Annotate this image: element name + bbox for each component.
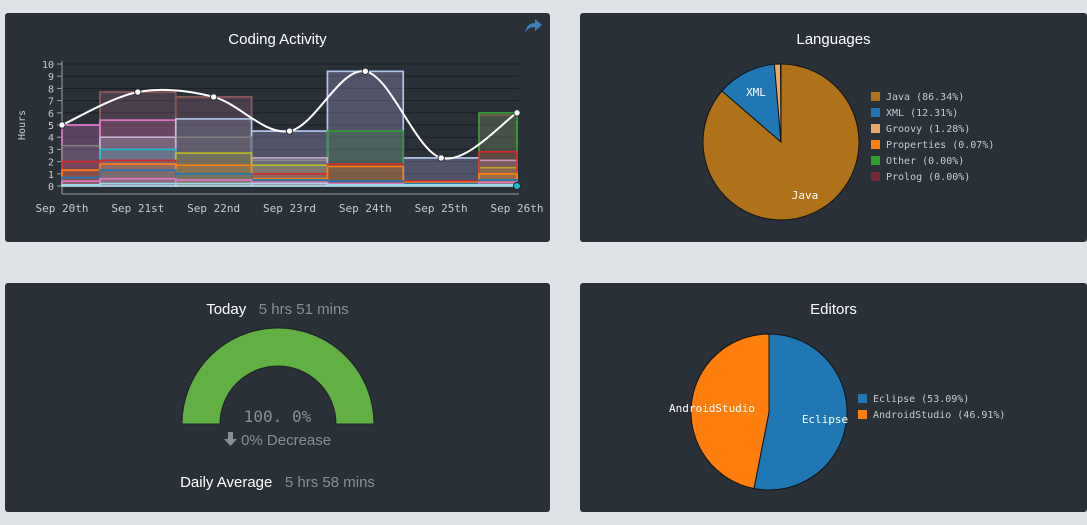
total-hours-point [437,154,445,162]
change-text: 0% Decrease [241,432,332,449]
activity-bar [61,124,101,187]
y-tick-label: 2 [48,158,54,169]
languages-legend-swatch [871,156,880,165]
coding-activity-title: Coding Activity [228,31,327,48]
daily-average-row: Daily Average 5 hrs 58 mins [5,474,550,491]
activity-bar [99,119,177,187]
y-tick-label: 0 [48,182,54,193]
y-tick-label: 10 [42,60,54,71]
gauge-percent: 100. 0% [243,407,312,426]
activity-bar [174,182,253,187]
y-tick-label: 3 [48,145,54,156]
total-hours-point [285,127,294,135]
languages-legend-swatch [871,92,880,101]
coding-activity-panel: Coding Activity 0 1 2 3 4 5 6 7 8 9 10 Hours Sep 20t… [5,13,550,242]
total-hours-point [134,88,142,96]
activity-bar [326,183,405,187]
languages-legend-label: Java (86.34%) [886,92,964,103]
languages-legend-label: Prolog (0.00%) [886,172,970,183]
arrow-down-icon [223,432,237,450]
activity-bar [250,182,329,187]
zero-point [513,182,521,190]
activity-bar [478,183,518,187]
editors-legend-swatch [858,410,867,419]
activity-bar [99,182,177,187]
editors-legend-label: Eclipse (53.09%) [873,394,969,405]
languages-legend-label: XML (12.31%) [886,108,958,119]
x-tick-label: Sep 20th [36,202,89,215]
editors-slice [753,333,848,491]
editors-title: Editors [810,301,857,318]
total-hours-point [58,121,66,129]
editors-slice [690,333,770,490]
languages-legend-label: Properties (0.07%) [886,140,994,151]
share-icon[interactable] [524,17,544,40]
languages-title: Languages [796,31,871,48]
languages-slice-label: Java [792,189,819,202]
change-row: 0% Decrease [5,432,550,450]
y-tick-label: 6 [48,109,54,120]
today-gauge [181,327,375,425]
languages-panel: Languages Java XML Java (86.34%) XML (12.31… [580,13,1087,242]
y-tick-label: 4 [48,133,54,144]
languages-legend-swatch [871,172,880,181]
gauge-fill [181,327,375,425]
activity-bar [402,183,480,187]
total-hours-point [361,67,370,76]
editors-panel: Editors Eclipse AndroidStudio Eclipse (53.… [580,283,1087,512]
total-hours-point [209,93,218,101]
editors-chart: Eclipse AndroidStudio Eclipse (53.09%) Andr… [669,333,1005,491]
activity-bar [61,160,101,187]
x-tick-label: Sep 22nd [187,202,240,215]
y-tick-label: 1 [48,170,54,181]
languages-legend-swatch [871,140,880,149]
y-tick-label: 5 [48,121,54,132]
y-tick-label: 8 [48,84,54,95]
y-tick-label: 9 [48,72,54,83]
activity-bar [174,136,253,187]
editors-slice-label: AndroidStudio [669,402,755,415]
total-hours-point [513,109,521,117]
languages-slice [721,63,782,144]
languages-legend-swatch [871,108,880,117]
daily-average-label: Daily Average [180,474,273,491]
editors-legend-swatch [858,394,867,403]
x-tick-label: Sep 23rd [263,202,316,215]
y-tick-label: 7 [48,97,54,108]
today-panel: Today 5 hrs 51 mins 100. 0% 0% Decrease … [5,283,550,512]
x-tick-label: Sep 25th [415,202,468,215]
daily-average-value: 5 hrs 58 mins [284,474,375,491]
languages-chart: Java XML Java (86.34%) XML (12.31%) Groovy (… [702,63,994,221]
editors-slice-label: Eclipse [802,413,848,426]
y-axis-label: Hours [17,110,28,140]
languages-legend-label: Other (0.00%) [886,156,964,167]
languages-legend-swatch [871,124,880,133]
today-value: 5 hrs 51 mins [258,301,349,318]
x-tick-label: Sep 24th [339,202,392,215]
languages-slice-label: XML [746,86,766,99]
activity-bar [61,183,101,187]
today-label: Today [206,301,247,318]
x-tick-label: Sep 26th [491,202,544,215]
today-row: Today 5 hrs 51 mins [5,301,550,318]
editors-legend-label: AndroidStudio (46.91%) [873,410,1005,421]
languages-legend-label: Groovy (1.28%) [886,124,970,135]
x-tick-label: Sep 21st [111,202,164,215]
activity-bar [326,130,405,187]
